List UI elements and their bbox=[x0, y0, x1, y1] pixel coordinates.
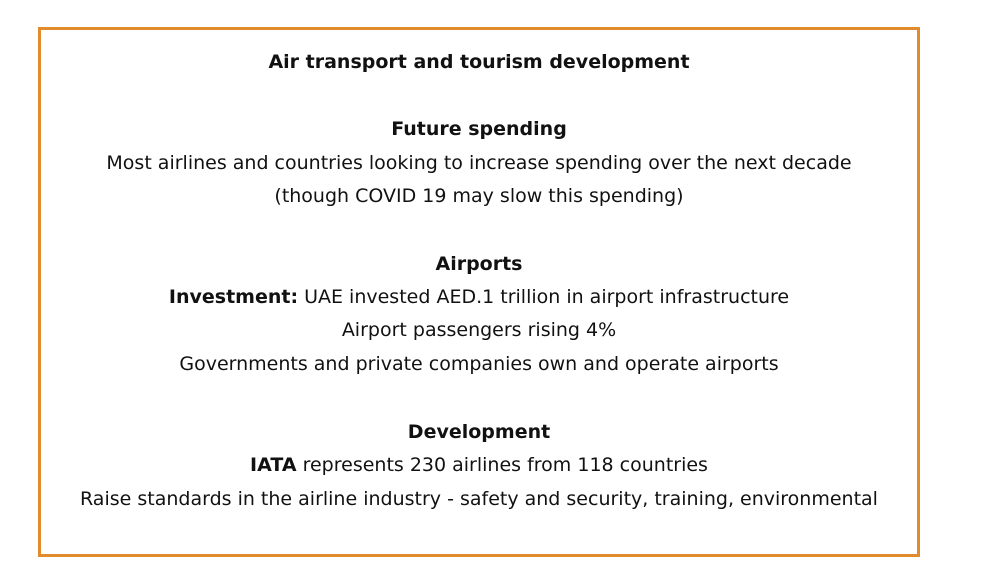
future-spending-line-1: Most airlines and countries looking to i… bbox=[41, 151, 917, 175]
info-box: Air transport and tourism development Fu… bbox=[38, 27, 920, 557]
iata-label: IATA bbox=[250, 454, 297, 476]
development-line-1: IATA represents 230 airlines from 118 co… bbox=[41, 453, 917, 477]
section-heading-development: Development bbox=[407, 421, 551, 443]
development-line-1-text: represents 230 airlines from 118 countri… bbox=[296, 454, 708, 476]
section-heading-airports: Airports bbox=[435, 253, 523, 275]
development-line-2: Raise standards in the airline industry … bbox=[41, 487, 917, 511]
section-heading-future-spending: Future spending bbox=[391, 118, 567, 140]
future-spending-line-1-text: Most airlines and countries looking to i… bbox=[106, 152, 852, 174]
airports-line-1: Investment: UAE invested AED.1 trillion … bbox=[41, 285, 917, 309]
investment-label: Investment: bbox=[168, 286, 299, 308]
airports-line-3: Governments and private companies own an… bbox=[41, 352, 917, 376]
airports-line-1-text: UAE invested AED.1 trillion in airport i… bbox=[298, 286, 790, 308]
future-spending-line-2-text: (though COVID 19 may slow this spending) bbox=[274, 185, 684, 207]
airports-line-2-text: Airport passengers rising 4% bbox=[341, 319, 617, 341]
box-title: Air transport and tourism development bbox=[268, 51, 690, 73]
airports-line-2: Airport passengers rising 4% bbox=[41, 318, 917, 342]
future-spending-line-2: (though COVID 19 may slow this spending) bbox=[41, 184, 917, 208]
development-line-2-text: Raise standards in the airline industry … bbox=[80, 488, 878, 510]
airports-line-3-text: Governments and private companies own an… bbox=[179, 353, 779, 375]
